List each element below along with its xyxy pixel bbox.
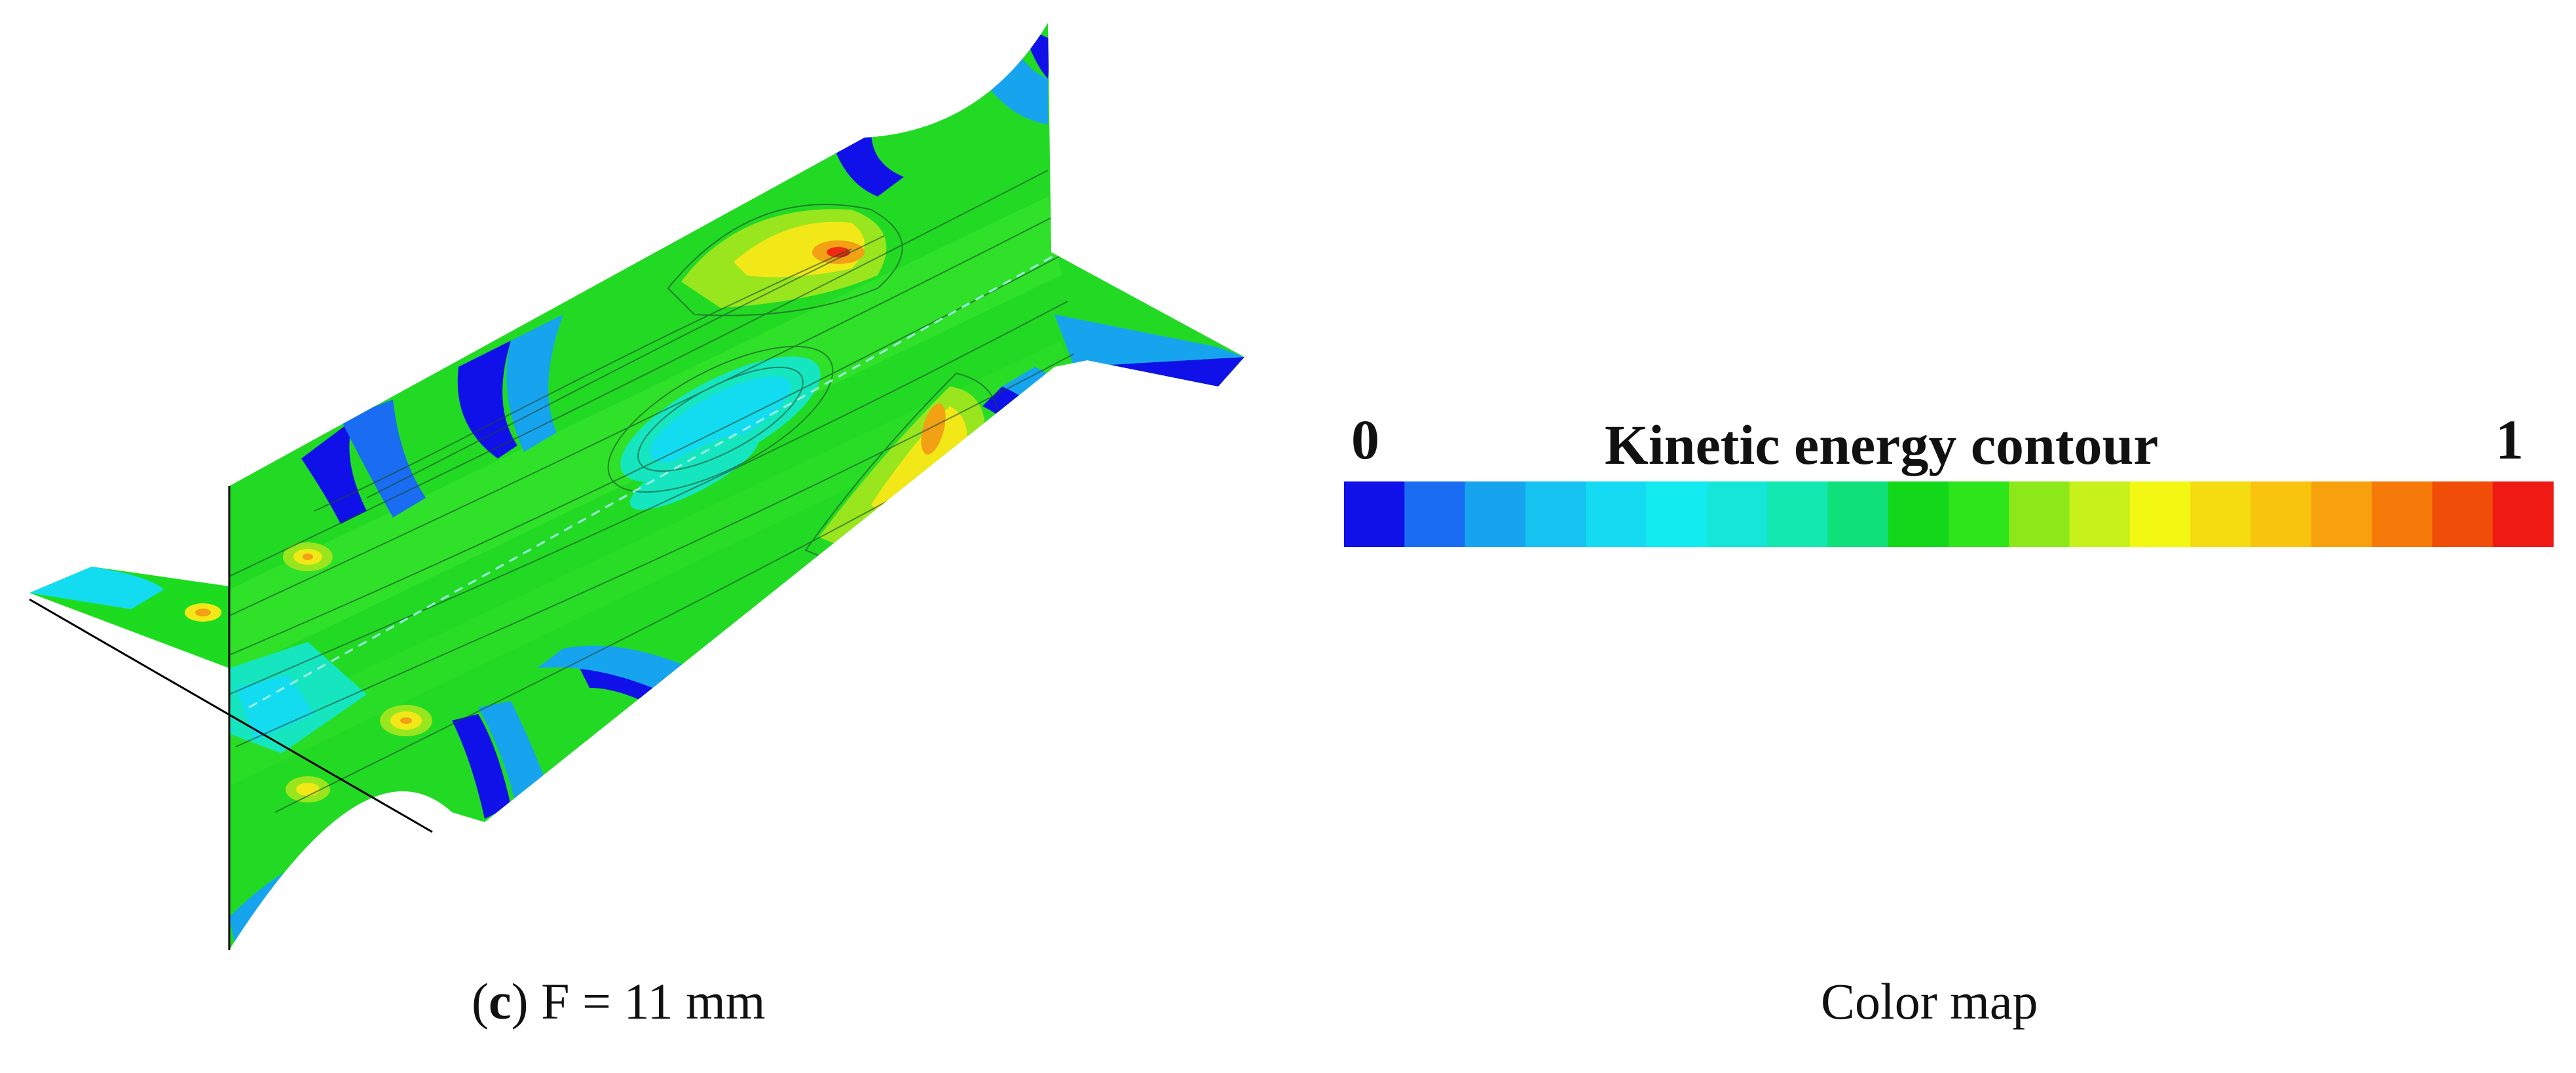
colorbar-swatch [2372,481,2433,547]
colorbar-swatch [1706,481,1768,547]
colorbar-swatch [1646,481,1708,547]
colorbar-swatch [1525,481,1586,547]
colorbar-swatch [1949,481,2010,547]
colorbar-swatch [1767,481,1829,547]
colorbar-swatch [2432,481,2493,547]
colorbar-swatch [1404,481,1466,547]
colorbar-swatch [2069,481,2131,547]
colorbar-swatch [2129,481,2191,547]
colormap-caption: Color map [1821,973,2038,1030]
subfigure-caption: (c) F = 11 mm [472,973,766,1030]
colorbar-swatch [2311,481,2372,547]
colorbar-swatch [2190,481,2252,547]
colorbar-swatch [1344,481,1406,547]
cut-plane-lines [29,486,433,950]
colorbar-max-label: 1 [2495,408,2524,471]
colorbar-min-label: 0 [1351,408,1379,471]
colorbar-swatch [2009,481,2070,547]
subfigure-letter: c [488,973,512,1030]
subfigure-caption-text: F = 11 mm [541,973,766,1030]
colorbar-swatch [1827,481,1889,547]
colorbar-swatch [2250,481,2312,547]
colorbar-swatch [1888,481,1949,547]
colorbar-swatch [1465,481,1526,547]
contour-surface [229,23,1244,950]
colorbar-swatch [2492,481,2554,547]
colorbar [1344,481,2554,547]
colorbar-swatch [1586,481,1647,547]
colorbar-title: Kinetic energy contour [1605,413,2159,476]
